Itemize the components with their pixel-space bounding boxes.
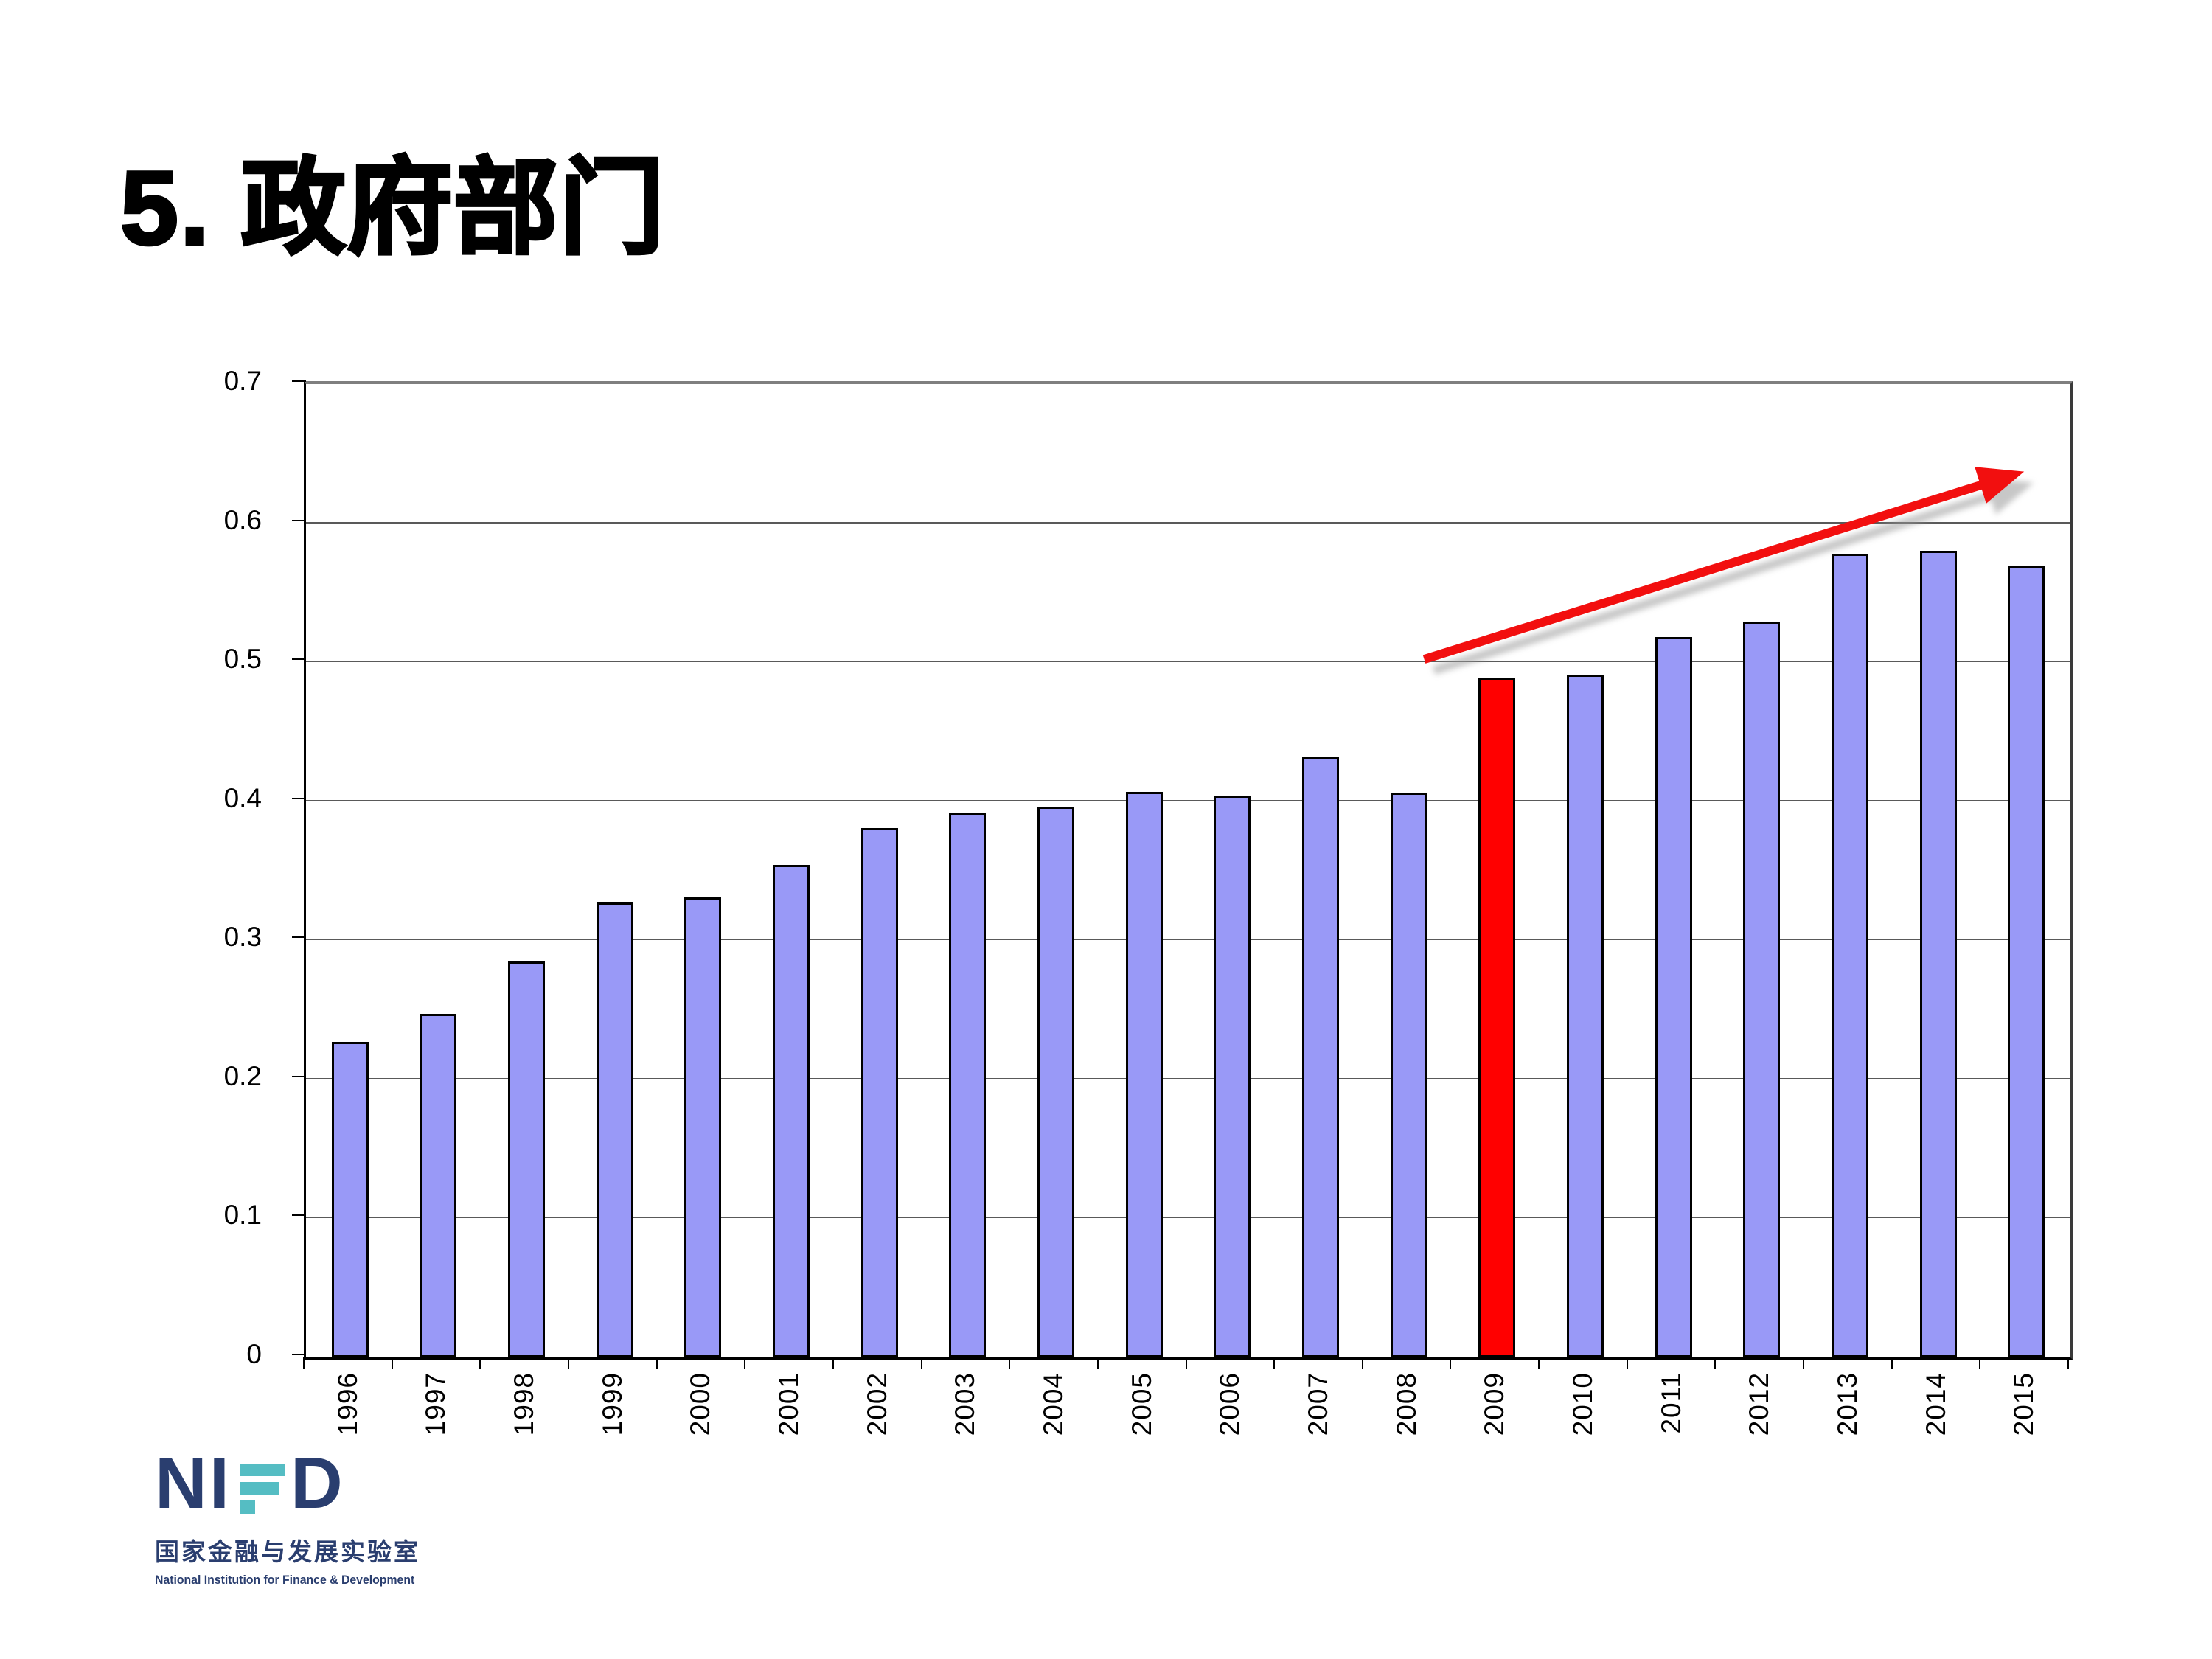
chart-plot-area: [304, 381, 2073, 1360]
x-axis-tick: [2067, 1357, 2069, 1369]
gridline: [306, 939, 2070, 941]
bar-2000: [684, 897, 722, 1357]
nifd-logo: NI D 国家金融与发展实验室 National Institution for…: [155, 1442, 434, 1587]
x-axis-tick: [1273, 1357, 1276, 1369]
x-axis-tick: [1979, 1357, 1981, 1369]
x-axis-label-2015: 2015: [2008, 1372, 2039, 1436]
x-axis-label-2008: 2008: [1391, 1372, 1422, 1436]
bar-1997: [420, 1014, 457, 1357]
x-axis-tick: [479, 1357, 481, 1369]
y-axis-tick: [292, 797, 306, 799]
y-axis-label: 0.4: [223, 782, 262, 813]
bar-1998: [508, 961, 546, 1357]
gridline: [306, 521, 2070, 524]
bar-2012: [1743, 622, 1781, 1357]
x-axis-tick: [1538, 1357, 1540, 1369]
x-axis-tick: [744, 1357, 746, 1369]
bar-2006: [1214, 796, 1251, 1357]
y-axis-tick: [292, 658, 306, 661]
y-axis-label: 0.5: [223, 644, 262, 675]
x-axis-label-1998: 1998: [509, 1372, 540, 1436]
y-axis-tick: [292, 1075, 306, 1077]
bar-2002: [860, 827, 898, 1357]
x-axis-tick: [655, 1357, 658, 1369]
y-axis-tick: [292, 1354, 306, 1355]
x-axis-label-2012: 2012: [1744, 1372, 1775, 1436]
bar-2004: [1037, 807, 1075, 1357]
bar-2014: [1919, 551, 1957, 1357]
x-axis-label-2003: 2003: [950, 1372, 981, 1436]
x-axis-label-2001: 2001: [773, 1372, 804, 1436]
logo-en-name: National Institution for Finance & Devel…: [155, 1573, 415, 1587]
logo-letters-ni: NI: [155, 1442, 232, 1523]
y-axis-tick: [292, 519, 306, 521]
y-axis-label: 0.1: [223, 1200, 262, 1231]
x-axis-tick: [1714, 1357, 1717, 1369]
y-axis-tick: [292, 936, 306, 939]
logo-cn-name: 国家金融与发展实验室: [155, 1538, 420, 1566]
x-axis-tick: [1185, 1357, 1187, 1369]
x-axis-tick: [1626, 1357, 1628, 1369]
logo-letter-f-icon: [240, 1464, 285, 1514]
gridline: [306, 1077, 2070, 1079]
logo-letter-d: D: [291, 1442, 345, 1523]
x-axis-label-2007: 2007: [1302, 1372, 1333, 1436]
bar-2015: [2008, 566, 2045, 1357]
x-axis-tick: [1096, 1357, 1099, 1369]
y-axis-label: 0.2: [223, 1060, 262, 1091]
slide-title: 5. 政府部门: [119, 149, 666, 267]
gridline: [306, 1217, 2070, 1219]
x-axis-label-2006: 2006: [1214, 1372, 1245, 1436]
x-axis-tick: [303, 1357, 305, 1369]
x-axis-label-2014: 2014: [1920, 1372, 1951, 1436]
y-axis-label: 0: [246, 1339, 262, 1369]
bar-1999: [596, 902, 633, 1357]
gridline: [306, 661, 2070, 663]
x-axis-tick: [391, 1357, 393, 1369]
y-axis-tick: [292, 1214, 306, 1217]
x-axis-label-1999: 1999: [597, 1372, 627, 1436]
y-axis-label: 0.7: [223, 366, 262, 396]
x-axis-label-2010: 2010: [1567, 1372, 1598, 1436]
bar-2011: [1655, 637, 1692, 1357]
x-axis-tick: [1450, 1357, 1452, 1369]
bar-1996: [331, 1041, 369, 1357]
bar-2013: [1831, 554, 1868, 1357]
x-axis-label-2000: 2000: [685, 1372, 716, 1436]
bar-2007: [1301, 757, 1339, 1357]
bar-2010: [1566, 675, 1604, 1357]
y-axis-label: 0.6: [223, 504, 262, 535]
x-axis-label-2009: 2009: [1479, 1372, 1510, 1436]
y-axis-label: 0.3: [223, 922, 262, 953]
x-axis-tick: [832, 1357, 834, 1369]
bar-2008: [1390, 793, 1427, 1357]
x-axis-tick: [1361, 1357, 1363, 1369]
x-axis-label-2002: 2002: [861, 1372, 892, 1436]
x-axis-tick: [1009, 1357, 1011, 1369]
logo-wordmark: NI D: [155, 1442, 434, 1523]
x-axis-label-2005: 2005: [1126, 1372, 1157, 1436]
x-axis-tick: [920, 1357, 922, 1369]
x-axis-label-2013: 2013: [1832, 1372, 1863, 1436]
x-axis-tick: [567, 1357, 569, 1369]
bar-2001: [773, 865, 810, 1357]
x-axis-tick: [1891, 1357, 1893, 1369]
x-axis-label-2011: 2011: [1655, 1372, 1686, 1434]
x-axis-tick: [1803, 1357, 1805, 1369]
y-axis-tick: [292, 380, 306, 382]
x-axis-label-2004: 2004: [1038, 1372, 1069, 1436]
gridline: [306, 799, 2070, 801]
bar-2005: [1125, 791, 1163, 1357]
bar-highlight-2009: [1478, 677, 1516, 1357]
bar-2003: [949, 812, 987, 1357]
